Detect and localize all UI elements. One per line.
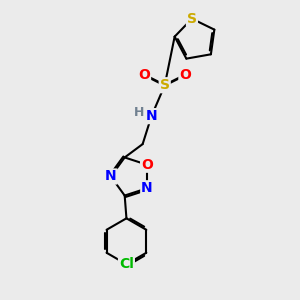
Text: S: S [187,12,197,26]
Text: N: N [146,109,157,123]
Text: N: N [105,169,117,184]
Text: O: O [138,68,150,82]
Text: Cl: Cl [119,257,134,271]
Text: S: S [160,78,170,92]
Text: O: O [141,158,153,172]
Text: N: N [141,181,153,195]
Text: H: H [134,106,144,119]
Text: O: O [179,68,191,82]
